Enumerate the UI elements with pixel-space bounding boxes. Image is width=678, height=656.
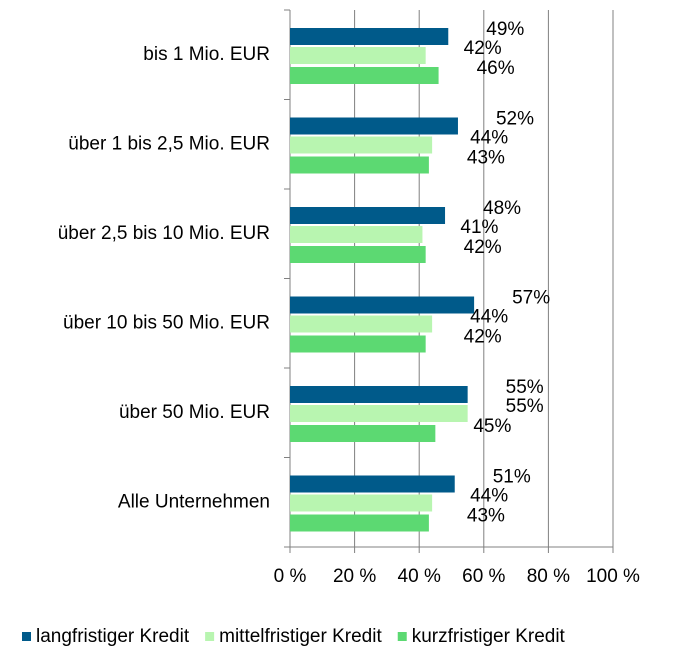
data-label: 45% [473, 416, 511, 437]
y-tick-label: bis 1 Mio. EUR [143, 44, 270, 65]
x-tick-label: 20 % [333, 566, 376, 587]
bar [290, 494, 433, 512]
data-label: 43% [467, 148, 505, 169]
y-tick-label: Alle Unternehmen [118, 491, 270, 512]
data-label: 57% [512, 288, 550, 309]
y-tick-label: über 1 bis 2,5 Mio. EUR [68, 133, 270, 154]
data-label: 44% [470, 307, 508, 328]
bar [290, 156, 429, 174]
x-tick-label: 80 % [527, 566, 570, 587]
x-tick-label: 100 % [586, 566, 640, 587]
data-label: 55% [506, 396, 544, 417]
bar [290, 246, 426, 263]
bar [290, 335, 426, 353]
legend-swatch [22, 632, 31, 641]
legend-swatch [205, 632, 215, 641]
y-tick-label: über 50 Mio. EUR [119, 402, 270, 423]
bar [290, 136, 433, 154]
bar [290, 28, 449, 45]
data-label: 44% [470, 486, 508, 507]
y-tick-label: über 10 bis 50 Mio. EUR [63, 312, 270, 333]
bar [290, 386, 468, 403]
bar [290, 514, 429, 532]
bar [290, 296, 475, 314]
bar [290, 475, 455, 493]
bar [290, 315, 433, 333]
data-label: 52% [496, 109, 534, 130]
bar [290, 425, 436, 442]
bar [290, 67, 439, 84]
x-tick-label: 0 % [274, 566, 307, 587]
data-label: 49% [486, 19, 524, 40]
data-label: 51% [493, 467, 531, 488]
x-tick-label: 60 % [462, 566, 505, 587]
bar [290, 117, 458, 135]
legend-swatch [397, 632, 407, 641]
bar [290, 47, 426, 64]
x-tick-label: 40 % [398, 566, 441, 587]
data-label: 55% [506, 377, 544, 398]
data-label: 43% [467, 506, 505, 527]
bar [290, 207, 446, 224]
legend-label: langfristiger Kredit [36, 626, 190, 647]
data-label: 42% [464, 38, 502, 59]
legend-label: mittelfristiger Kredit [219, 626, 382, 647]
legend-label: kurzfristiger Kredit [412, 626, 566, 647]
bar [290, 226, 423, 243]
data-label: 42% [464, 327, 502, 348]
data-label: 42% [464, 237, 502, 258]
y-tick-label: über 2,5 bis 10 Mio. EUR [58, 223, 270, 244]
data-label: 41% [460, 217, 498, 238]
bar [290, 405, 468, 422]
data-label: 46% [477, 58, 515, 79]
data-label: 48% [483, 198, 521, 219]
data-label: 44% [470, 128, 508, 149]
